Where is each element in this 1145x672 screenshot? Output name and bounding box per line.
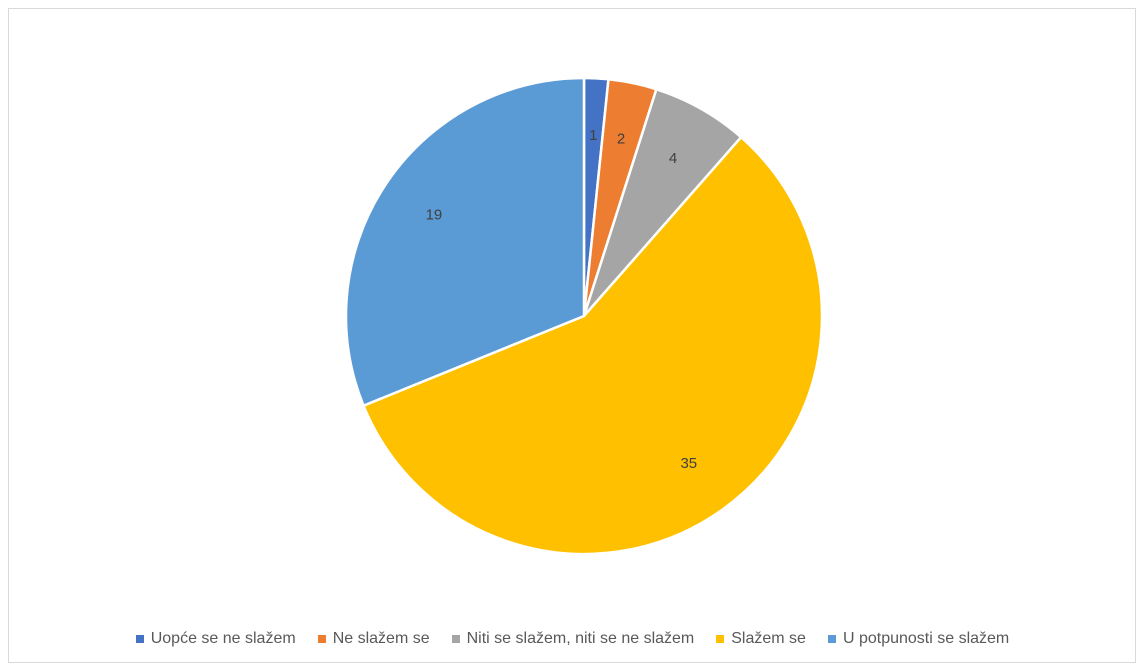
data-label-ne-slazem-se: 2	[617, 130, 625, 147]
legend-item-u-potpunosti-se-slazem: U potpunosti se slažem	[827, 630, 1010, 648]
legend-item-niti-se-slazem-niti-se-ne-slazem: Niti se slažem, niti se ne slažem	[451, 630, 695, 648]
legend-swatch	[451, 635, 460, 643]
legend-swatch	[716, 635, 725, 643]
legend-label: Slažem se	[731, 630, 806, 647]
legend-swatch	[317, 635, 326, 643]
data-label-u-potpunosti-se-slazem: 19	[426, 207, 443, 224]
pie-slices	[344, 76, 824, 556]
legend-item-ne-slazem-se: Ne slažem se	[317, 630, 430, 648]
pie-data-labels: 1 2 4 35 19	[426, 127, 698, 472]
legend-swatch	[135, 635, 144, 643]
data-label-uopce-se-ne-slazem: 1	[589, 127, 597, 144]
chart-legend: Uopće se ne slažem Ne slažem se Niti se sl…	[0, 630, 1145, 648]
pie-slice-slazem-se	[362, 135, 824, 556]
data-label-slazem-se: 35	[680, 455, 697, 472]
legend-label: U potpunosti se slažem	[842, 630, 1010, 647]
legend-label: Ne slažem se	[332, 630, 430, 647]
data-label-niti-se-slazem-niti-se-ne-slazem: 4	[669, 150, 677, 167]
legend-swatch	[827, 635, 836, 643]
pie-slice-u-potpunosti-se-slazem	[344, 76, 586, 407]
legend-label: Niti se slažem, niti se ne slažem	[466, 630, 695, 647]
legend-label: Uopće se ne slažem	[150, 630, 296, 647]
legend-item-slazem-se: Slažem se	[716, 630, 806, 648]
legend-item-uopce-se-ne-slazem: Uopće se ne slažem	[135, 630, 296, 648]
